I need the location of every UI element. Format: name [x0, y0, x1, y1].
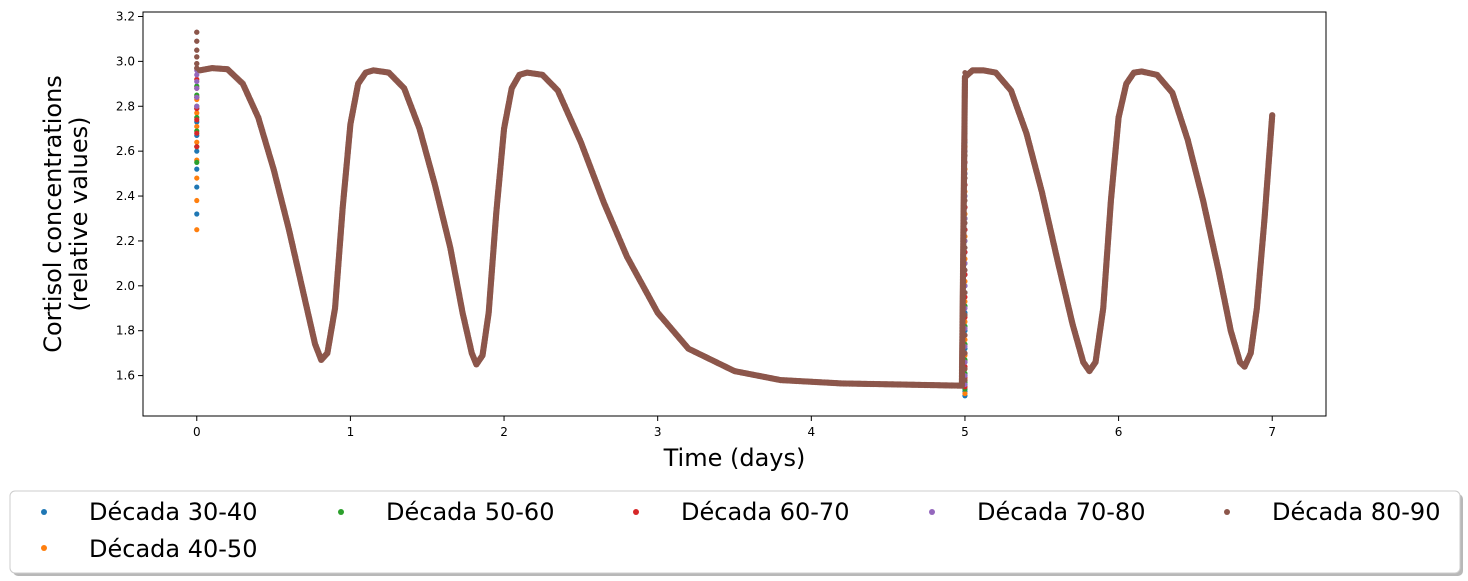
data-point: [194, 197, 200, 204]
x-tick-label: 7: [1268, 425, 1276, 439]
legend-marker-2: [338, 509, 344, 515]
legend-label-3: Década 60-70: [681, 498, 849, 526]
x-tick-label: 6: [1115, 425, 1123, 439]
data-point: [194, 148, 200, 154]
data-point: [194, 175, 200, 181]
data-point: [194, 144, 200, 150]
x-axis-label: Time (days): [663, 444, 806, 472]
y-tick-label: 2.4: [116, 189, 135, 203]
x-axis: 0 1 2 3 4 5 6 7: [193, 416, 1276, 439]
y-tick-label: 1.8: [116, 324, 135, 338]
legend-item-2: Década 50-60: [338, 498, 554, 526]
data-point: [194, 72, 200, 78]
legend-label-1: Década 30-40: [89, 498, 257, 526]
x-tick-label: 0: [193, 425, 201, 439]
y-tick-label: 2.2: [116, 234, 135, 248]
overlapping-trajectory: [196, 65, 1276, 389]
trajectory-point: [1269, 112, 1276, 119]
data-point: [194, 29, 200, 35]
data-point: [194, 227, 200, 233]
x-tick-label: 2: [500, 425, 508, 439]
data-point: [194, 166, 200, 172]
data-marks: [194, 29, 1276, 399]
data-point: [194, 61, 200, 67]
x-tick-label: 4: [807, 425, 815, 439]
data-point: [194, 65, 200, 71]
legend-marker-5: [1224, 509, 1230, 515]
data-point: [194, 85, 200, 91]
data-point: [194, 110, 200, 116]
legend-label-2: Década 50-60: [386, 498, 554, 526]
y-tick-label: 3.2: [116, 9, 135, 23]
series-80-90-top: [194, 29, 200, 71]
legend-marker-6: [41, 545, 47, 551]
y-tick-label: 2.6: [116, 144, 135, 158]
data-point: [194, 78, 200, 85]
data-point: [194, 130, 200, 136]
legend-item-3: Década 60-70: [633, 498, 849, 526]
plot-frame: [142, 11, 1327, 417]
x-tick-label: 1: [347, 425, 355, 439]
x-tick-label: 3: [654, 425, 662, 439]
legend-item-1: Década 30-40: [41, 498, 257, 526]
data-point: [194, 103, 200, 109]
data-point: [194, 38, 200, 44]
legend-item-5: Década 80-90: [1224, 498, 1440, 526]
y-axis-label-line-2: (relative values): [65, 117, 93, 312]
legend-item-6: Década 40-50: [41, 535, 257, 563]
legend-label-6: Década 40-50: [89, 535, 257, 563]
y-axis: 1.6 1.8 2.0 2.2 2.4 2.6 2.8 3.0 3.2: [116, 9, 143, 383]
legend-marker-3: [633, 509, 639, 515]
legend-label-4: Década 70-80: [977, 498, 1145, 526]
y-tick-label: 3.0: [116, 54, 135, 68]
legend-label-5: Década 80-90: [1272, 498, 1440, 526]
data-point: [194, 211, 200, 217]
data-point: [194, 123, 200, 130]
y-tick-label: 2.8: [116, 99, 135, 113]
data-point: [194, 47, 200, 53]
x-tick-label: 5: [961, 425, 969, 439]
legend-box: [9, 490, 1461, 574]
legend-marker-4: [929, 509, 935, 515]
y-tick-label: 1.6: [116, 369, 135, 383]
y-tick-label: 2.0: [116, 279, 135, 293]
y-axis-label: Cortisol concentrations (relative values…: [39, 75, 93, 353]
data-point: [194, 54, 200, 60]
y-axis-label-line-1: Cortisol concentrations: [39, 75, 67, 353]
legend-marker-1: [41, 509, 47, 515]
legend-item-4: Década 70-80: [929, 498, 1145, 526]
data-point: [962, 390, 968, 397]
data-point: [194, 94, 200, 100]
data-point: [194, 184, 200, 190]
data-point: [194, 139, 200, 145]
data-point: [194, 159, 200, 165]
data-point: [194, 117, 200, 123]
